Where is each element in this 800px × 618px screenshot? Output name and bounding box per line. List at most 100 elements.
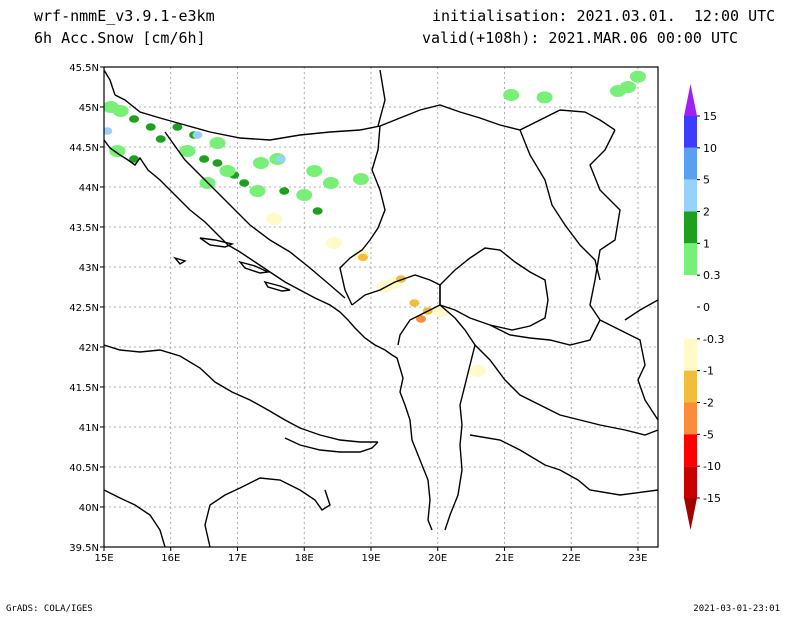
colorbar-label-6: 0: [703, 301, 710, 314]
snow-spot-33: [609, 85, 626, 97]
lon-tick-label-7: 22E: [562, 553, 581, 564]
snow-spot-32: [629, 70, 646, 83]
map-axes: 15E 16E 17E 18E 19E 20E 21E 22E 23E 39.5N 40N 40.5N…: [69, 63, 647, 564]
snow-spot-20: [249, 185, 266, 197]
initialisation-time: initialisation: 2021.03.01. 12:00 UTC: [432, 7, 776, 25]
colorbar-bin-3: [684, 211, 697, 244]
snow-spot-8: [172, 123, 183, 131]
lon-tick-label-4: 19E: [361, 553, 380, 564]
border-se: [624, 299, 658, 321]
melt-spot-10: [433, 305, 450, 317]
colorbar-bin-6: [684, 307, 697, 339]
snow-spot-23: [306, 165, 323, 177]
border-serbia-west: [339, 125, 386, 306]
lat-tick-label-11: 45N: [79, 103, 99, 114]
lon-tick-label-8: 23E: [628, 553, 647, 564]
colorbar-label-5: 0.3: [703, 269, 721, 282]
snow-spot-24: [296, 189, 313, 201]
melt-spot-11: [469, 365, 486, 377]
snow-spot-17: [219, 165, 236, 177]
adriatic-east-coast: [104, 139, 433, 531]
snow-spot-29: [503, 89, 520, 101]
colorbar-label-3: 2: [703, 206, 710, 219]
border-greece: [469, 434, 658, 496]
colorbar-bin-1: [684, 147, 697, 180]
border-north: [114, 94, 381, 141]
grid-lines: [103, 66, 658, 548]
render-timestamp: 2021-03-01-23:01: [693, 604, 780, 614]
island-4: [172, 256, 187, 265]
colorbar-bottom-arrow: [684, 498, 697, 530]
lat-tick-label-9: 44N: [79, 183, 99, 194]
colorbar-bin-4: [684, 243, 697, 276]
snow-spot-13: [212, 159, 223, 167]
island-3: [263, 280, 291, 292]
snow-spot-27: [352, 173, 369, 185]
lat-tick-label-6: 42.5N: [69, 303, 99, 314]
snow-spot-15: [239, 179, 250, 187]
colorbar-label-9: -2: [703, 397, 714, 410]
colorbar: 15 10 5 2 1 0.3 0 -0.3 -1 -2 -5 -10 -15: [684, 84, 724, 530]
snow-spot-7: [129, 155, 140, 163]
colorbar-label-7: -0.3: [703, 333, 724, 346]
border-macedonia-south: [474, 344, 658, 436]
italy-gulf: [104, 489, 166, 547]
lat-tick-label-10: 44.5N: [69, 143, 99, 154]
colorbar-label-0: 15: [703, 110, 717, 123]
colorbar-bin-2: [684, 179, 697, 212]
country-outlines: [104, 69, 658, 547]
border-montenegro: [351, 274, 441, 346]
colorbar-bin-5: [684, 275, 697, 307]
lat-tick-label-2: 40.5N: [69, 463, 99, 474]
colorbar-label-4: 1: [703, 237, 710, 250]
snow-spot-2: [129, 115, 140, 123]
border-romania-bulgaria: [589, 129, 658, 421]
snow-spot-4: [155, 135, 166, 143]
snow-spot-10: [192, 131, 203, 139]
colorbar-label-8: -1: [703, 365, 714, 378]
lon-tick-label-1: 16E: [161, 553, 180, 564]
italy-gulf-2: [204, 477, 331, 547]
valid-time: valid(+108h): 2021.MAR.06 00:00 UTC: [422, 29, 739, 47]
lon-tick-label-2: 17E: [228, 553, 247, 564]
lat-tick-label-1: 40N: [79, 503, 99, 514]
colorbar-bin-11: [684, 466, 697, 498]
snow-spot-3: [145, 123, 156, 131]
snow-spot-5: [104, 127, 113, 135]
border-serbia-east: [519, 129, 601, 281]
colorbar-bin-0: [684, 116, 697, 148]
colorbar-bin-8: [684, 370, 697, 403]
border-albania: [439, 304, 476, 531]
lat-tick-label-7: 43N: [79, 263, 99, 274]
lon-tick-label-6: 21E: [495, 553, 514, 564]
snow-field: [104, 70, 646, 377]
colorbar-top-arrow: [684, 84, 697, 116]
melt-spot-9: [416, 315, 427, 323]
snow-spot-11: [179, 145, 196, 157]
snow-spot-22: [252, 157, 269, 169]
colorbar-label-12: -15: [703, 492, 721, 505]
snow-spot-19: [275, 155, 286, 163]
lon-tick-label-5: 20E: [428, 553, 447, 564]
border-macedonia: [489, 319, 601, 346]
border-river-danube: [379, 104, 616, 131]
snow-spot-16: [209, 137, 226, 149]
snow-spot-21: [279, 187, 290, 195]
lon-tick-label-0: 15E: [94, 553, 113, 564]
lat-tick-label-4: 41.5N: [69, 383, 99, 394]
border-serbia-romania: [377, 69, 386, 127]
snow-spot-12: [199, 155, 210, 163]
lat-tick-label-0: 39.5N: [69, 543, 99, 554]
border-bosnia: [164, 131, 346, 299]
lat-tick-label-12: 45.5N: [69, 63, 99, 74]
melt-spot-3: [357, 253, 368, 262]
melt-spot-0: [266, 213, 283, 225]
field-title: 6h Acc.Snow [cm/6h]: [34, 29, 206, 47]
italy-heel: [284, 437, 379, 453]
snow-spot-6: [109, 145, 126, 157]
colorbar-label-2: 5: [703, 174, 710, 187]
colorbar-label-10: -5: [703, 428, 714, 441]
border-hungary: [104, 69, 116, 96]
snow-spot-26: [312, 207, 323, 215]
